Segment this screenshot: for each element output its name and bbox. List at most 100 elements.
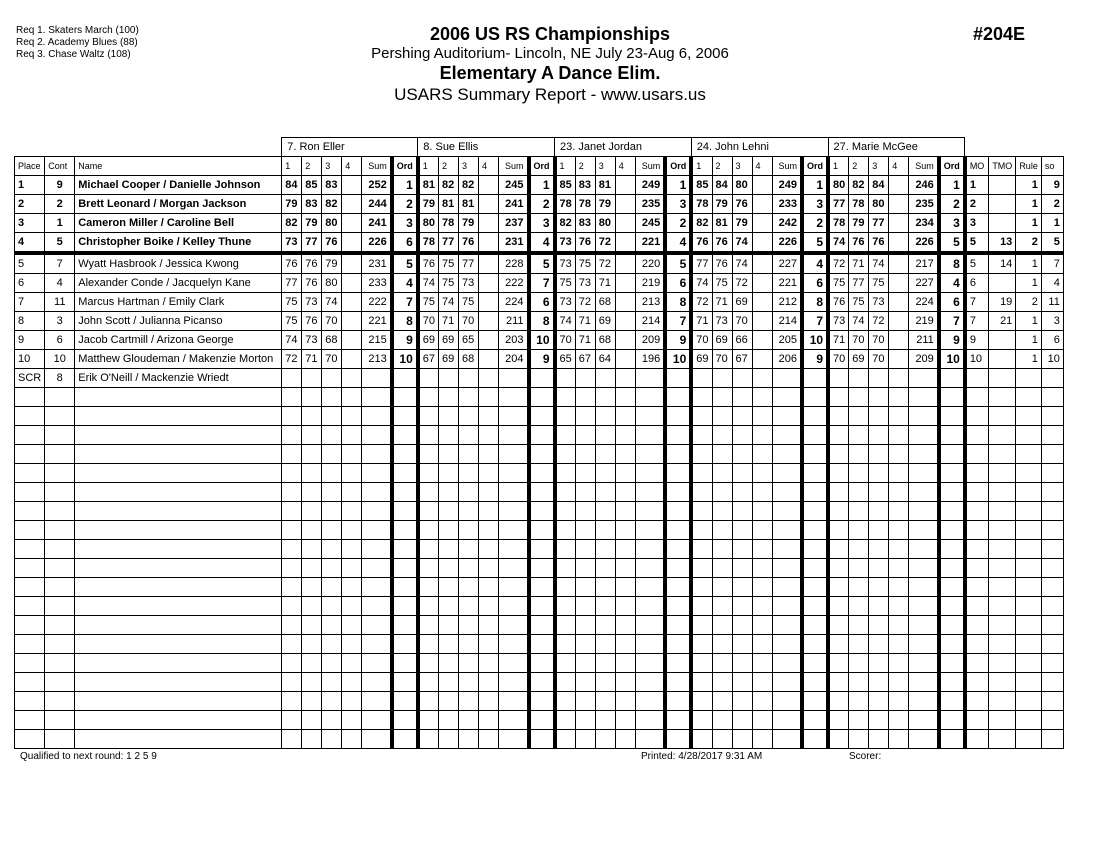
score-cell <box>868 520 890 540</box>
tail-cell <box>988 520 1017 540</box>
ordinal-cell <box>936 596 967 616</box>
ordinal-cell <box>800 463 831 483</box>
sum-cell <box>771 672 803 692</box>
score-cell <box>751 387 773 407</box>
score-cell <box>458 444 479 464</box>
score-cell: 77 <box>281 273 303 293</box>
score-cell <box>751 653 773 673</box>
tail-cell: 14 <box>988 252 1017 274</box>
score-cell <box>594 577 616 597</box>
score-cell: 71 <box>438 311 459 331</box>
place-cell <box>13 615 46 635</box>
score-cell: 76 <box>868 232 890 255</box>
score-cell <box>301 463 323 483</box>
ordinal-cell <box>389 691 420 711</box>
ordinal-cell <box>389 463 420 483</box>
score-cell: 70 <box>731 311 753 331</box>
ordinal-cell <box>526 558 557 578</box>
score-cell: 80 <box>321 213 343 233</box>
sum-cell <box>771 482 803 502</box>
score-cell <box>574 710 596 730</box>
sum-cell <box>498 729 529 749</box>
score-cell: 81 <box>594 175 616 195</box>
tail-cell: 1 <box>1015 213 1042 233</box>
score-cell: 74 <box>417 273 439 293</box>
score-cell <box>711 634 733 654</box>
name-cell <box>74 482 283 502</box>
place-cell: 9 <box>13 330 46 350</box>
tail-cell: 5 <box>964 232 990 255</box>
sum-cell: 214 <box>634 311 666 331</box>
score-cell <box>458 672 479 692</box>
sum-cell <box>498 577 529 597</box>
cont-cell: 11 <box>44 292 76 312</box>
cont-cell <box>44 463 76 483</box>
cont-cell <box>44 710 76 730</box>
ordinal-cell <box>526 444 557 464</box>
score-cell <box>301 501 323 521</box>
ordinal-cell: 10 <box>389 349 420 369</box>
score-cell: 81 <box>438 194 459 214</box>
table-row <box>13 634 1064 654</box>
score-cell <box>438 482 459 502</box>
sum-cell <box>361 577 393 597</box>
page-title: 2006 US RS Championships <box>429 24 671 44</box>
score-cell <box>888 292 910 312</box>
score-cell <box>341 577 363 597</box>
score-cell <box>731 653 753 673</box>
score-cell <box>554 615 576 635</box>
column-header: Ord <box>389 156 420 176</box>
sum-cell: 211 <box>908 330 940 350</box>
score-cell <box>888 349 910 369</box>
tail-cell <box>988 672 1017 692</box>
score-cell <box>341 406 363 426</box>
place-cell <box>13 501 46 521</box>
score-cell: 83 <box>301 194 323 214</box>
cont-cell <box>44 558 76 578</box>
sum-cell: 212 <box>771 292 803 312</box>
ordinal-cell <box>526 368 557 388</box>
score-cell <box>574 368 596 388</box>
score-cell: 76 <box>321 232 343 255</box>
score-cell <box>711 691 733 711</box>
cont-cell: 4 <box>44 273 76 293</box>
score-cell <box>417 653 439 673</box>
tail-cell: 4 <box>1040 273 1064 293</box>
name-cell <box>74 444 283 464</box>
score-cell <box>341 520 363 540</box>
score-cell: 74 <box>321 292 343 312</box>
score-cell <box>321 558 343 578</box>
score-cell: 75 <box>281 311 303 331</box>
tail-cell <box>964 444 990 464</box>
score-cell <box>554 387 576 407</box>
tail-cell <box>1015 520 1042 540</box>
score-cell: 73 <box>281 232 303 255</box>
cont-cell <box>44 425 76 445</box>
column-header: 2 <box>301 156 323 176</box>
ordinal-cell <box>800 387 831 407</box>
score-cell <box>848 444 870 464</box>
sum-cell <box>498 634 529 654</box>
score-cell <box>888 311 910 331</box>
score-cell <box>690 425 713 445</box>
tail-cell <box>988 539 1017 559</box>
score-cell: 82 <box>554 213 576 233</box>
score-cell: 76 <box>458 232 479 255</box>
score-cell <box>574 444 596 464</box>
score-cell <box>614 729 636 749</box>
score-cell <box>438 520 459 540</box>
sum-cell <box>771 425 803 445</box>
score-cell <box>690 482 713 502</box>
score-cell <box>417 444 439 464</box>
score-cell: 79 <box>281 194 303 214</box>
sum-cell <box>908 539 940 559</box>
ordinal-cell <box>526 577 557 597</box>
score-cell <box>554 577 576 597</box>
score-cell <box>554 691 576 711</box>
score-cell <box>751 501 773 521</box>
score-cell <box>594 501 616 521</box>
score-cell <box>594 463 616 483</box>
score-cell <box>888 539 910 559</box>
score-cell <box>281 672 303 692</box>
score-cell <box>888 463 910 483</box>
